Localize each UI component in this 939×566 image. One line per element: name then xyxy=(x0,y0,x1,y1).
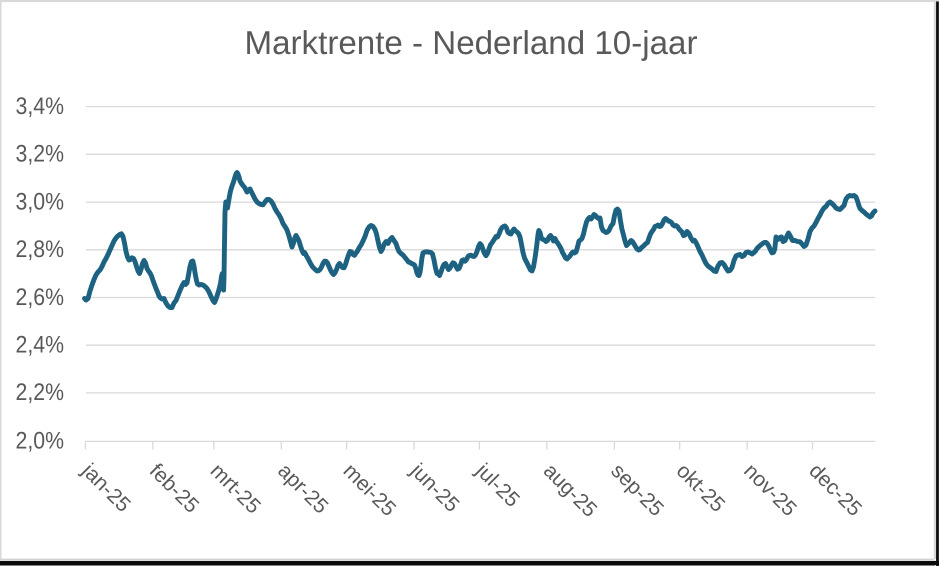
svg-text:Marktrente - Nederland 10-jaar: Marktrente - Nederland 10-jaar xyxy=(245,24,698,61)
svg-text:3,0%: 3,0% xyxy=(16,188,65,215)
svg-text:2,4%: 2,4% xyxy=(16,332,65,359)
svg-text:3,4%: 3,4% xyxy=(16,93,65,120)
svg-text:2,0%: 2,0% xyxy=(16,428,65,455)
svg-text:2,8%: 2,8% xyxy=(16,236,65,263)
svg-text:3,2%: 3,2% xyxy=(16,141,65,168)
svg-text:2,2%: 2,2% xyxy=(16,379,65,406)
svg-text:2,6%: 2,6% xyxy=(16,284,65,311)
